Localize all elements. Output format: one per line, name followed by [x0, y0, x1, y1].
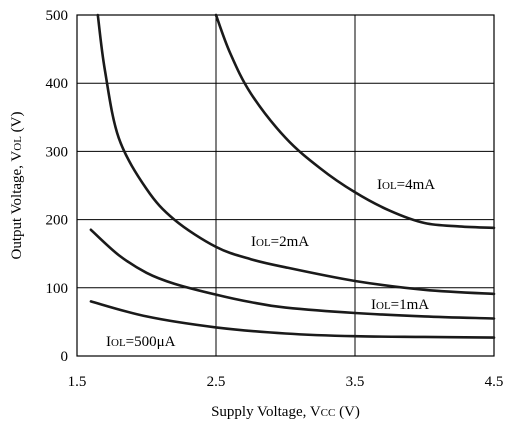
x-tick-label-2: 3.5: [346, 374, 365, 390]
curve-iol-500ua: [89, 300, 496, 339]
y-tick-label-4: 400: [46, 76, 69, 92]
grid-lines: [77, 15, 494, 356]
curve-iol-2ma: [96, 13, 496, 296]
series-label-iol-500ua: IOL=500μA: [106, 334, 176, 350]
y-axis-label: Output Voltage, VOL (V): [9, 111, 25, 259]
x-tick-label-0: 1.5: [68, 374, 87, 390]
x-tick-label-3: 4.5: [485, 374, 504, 390]
plot-frame: [76, 14, 495, 357]
series-labels: IOL=4mA IOL=2mA IOL=1mA IOL=500μA: [106, 177, 435, 350]
y-tick-label-3: 300: [46, 144, 69, 160]
x-axis-label: Supply Voltage, VCC (V): [211, 404, 360, 420]
x-tick-label-1: 2.5: [207, 374, 226, 390]
series-label-iol-2ma: IOL=2mA: [251, 234, 309, 250]
y-tick-label-0: 0: [61, 349, 69, 365]
y-tick-label-2: 200: [46, 213, 69, 229]
curve-iol-1ma: [89, 228, 496, 320]
series-label-iol-1ma: IOL=1mA: [371, 297, 429, 313]
y-tick-label-1: 100: [46, 281, 69, 297]
curves: [89, 13, 496, 339]
tick-labels: 1.5 2.5 3.5 4.5 0 100 200 300 400 500: [46, 8, 504, 390]
curve-iol-4ma: [214, 13, 496, 230]
series-label-iol-4ma: IOL=4mA: [377, 177, 435, 193]
y-tick-label-5: 500: [46, 8, 69, 24]
